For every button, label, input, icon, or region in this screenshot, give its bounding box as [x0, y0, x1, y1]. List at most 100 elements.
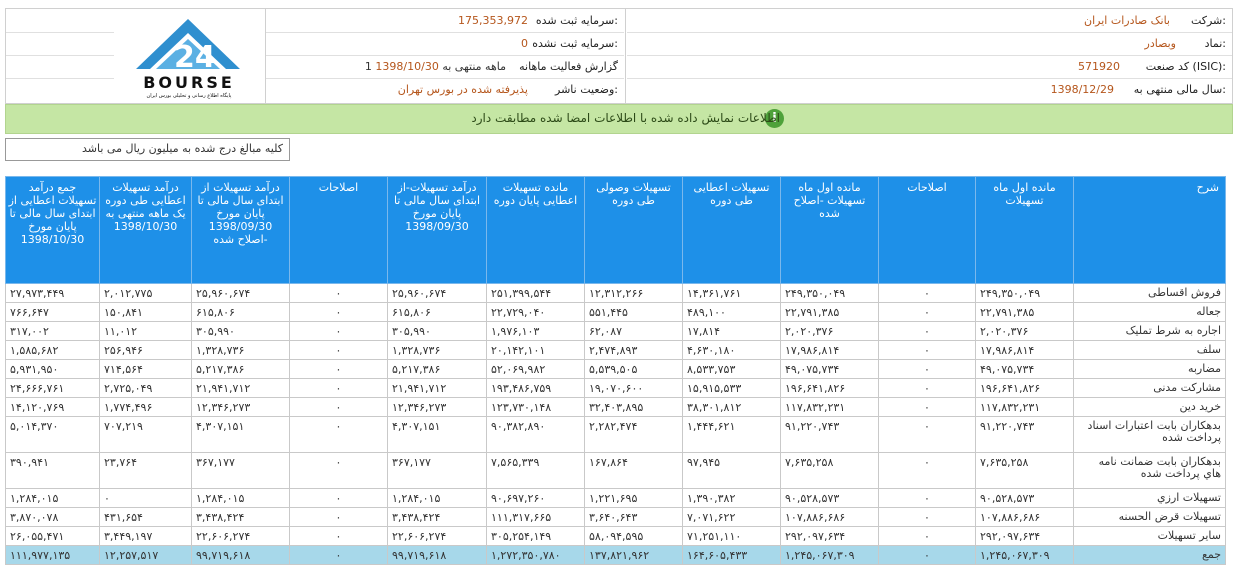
value-cell: ۷۱,۲۵۱,۱۱۰: [682, 526, 781, 546]
adjustment-cell: ۰: [878, 302, 976, 322]
value-cell: ۲۶,۰۵۵,۴۷۱: [5, 526, 100, 546]
capital-unregistered-value: 0: [521, 37, 528, 50]
company-label: شرکت:: [1190, 14, 1226, 27]
value-cell: ۷۱۴,۵۶۴: [99, 359, 192, 379]
facilities-table: شرح مانده اول ماه تسهیلات اصلاحات مانده …: [5, 176, 1226, 565]
column-header[interactable]: مانده تسهیلات اعطایی پایان دوره: [486, 176, 585, 284]
capital-registered-value: 175,353,972: [458, 14, 528, 27]
adjustment-cell: ۰: [878, 359, 976, 379]
symbol-row: نماد: وبصادر: [627, 32, 1232, 56]
column-header[interactable]: درآمد تسهیلات از ابتدای سال مالی تا پایا…: [191, 176, 290, 284]
column-header[interactable]: اصلاحات: [878, 176, 976, 284]
value-cell: ۴۸۹,۱۰۰: [682, 302, 781, 322]
value-cell: ۲۱,۹۴۱,۷۱۲: [191, 378, 290, 398]
adjustment-cell: ۰: [289, 359, 388, 379]
value-cell: ۱۰۷,۸۸۶,۶۸۶: [975, 507, 1074, 527]
fiscal-year-row: سال مالی منتهی به: 1398/12/29: [627, 78, 1232, 101]
column-header[interactable]: مانده اول ماه تسهیلات -اصلاح شده: [780, 176, 879, 284]
value-cell: ۳,۸۷۰,۰۷۸: [5, 507, 100, 527]
total-row: جمع ۱,۲۴۵,۰۶۷,۳۰۹ ۰ ۱,۲۴۵,۰۶۷,۳۰۹ ۱۶۴,۶۰۵,۴۳…: [5, 545, 1226, 565]
capital-registered-row: سرمایه ثبت شده: 175,353,972: [266, 9, 624, 33]
column-header[interactable]: درآمد تسهیلات-از ابتدای سال مالی تا پایا…: [387, 176, 487, 284]
svg-text:BOURSE: BOURSE: [143, 73, 235, 92]
column-divider: [265, 9, 266, 103]
row-label: سلف: [1073, 340, 1226, 360]
row-label: خرید دین: [1073, 397, 1226, 417]
value-cell: ۱,۲۸۴,۰۱۵: [5, 488, 100, 508]
value-cell: ۱,۵۸۵,۶۸۲: [5, 340, 100, 360]
value-cell: ۳۶۷,۱۷۷: [191, 452, 290, 489]
value-cell: ۳,۶۴۰,۶۴۳: [584, 507, 683, 527]
value-cell: ۳,۴۳۸,۴۲۴: [191, 507, 290, 527]
value-cell: ۱۹۶,۶۴۱,۸۲۶: [780, 378, 879, 398]
value-cell: ۱۶۴,۶۰۵,۴۳۳: [682, 545, 781, 565]
publisher-status-value: پذیرفته شده در بورس تهران: [397, 83, 528, 96]
value-cell: ۳۲,۴۰۳,۸۹۵: [584, 397, 683, 417]
value-cell: ۱۵۰,۸۴۱: [99, 302, 192, 322]
value-cell: ۱۰۷,۸۸۶,۶۸۶: [780, 507, 879, 527]
value-cell: ۱۲,۳۴۶,۲۷۳: [387, 397, 487, 417]
value-cell: ۳,۴۳۸,۴۲۴: [387, 507, 487, 527]
table-header-row: شرح مانده اول ماه تسهیلات اصلاحات مانده …: [5, 176, 1226, 284]
row-label: جعاله: [1073, 302, 1226, 322]
company-row: شرکت: بانک صادرات ایران: [627, 9, 1232, 33]
value-cell: ۹۷,۹۴۵: [682, 452, 781, 489]
isic-value: 571920: [1078, 60, 1120, 73]
table-row: بدهکاران بابت ضمانت نامه هاي پرداخت شده ۷…: [5, 452, 1226, 489]
value-cell: ۱,۹۷۶,۱۰۳: [486, 321, 585, 341]
unit-note-box: کلیه مبالغ درج شده به میلیون ریال می باش…: [5, 138, 290, 161]
value-cell: ۷,۵۶۵,۳۳۹: [486, 452, 585, 489]
value-cell: ۴۹,۰۷۵,۷۳۴: [975, 359, 1074, 379]
value-cell: ۱۹,۰۷۰,۶۰۰: [584, 378, 683, 398]
value-cell: ۹۰,۳۸۲,۸۹۰: [486, 416, 585, 453]
table-row: مشارکت مدنی ۱۹۶,۶۴۱,۸۲۶ ۰ ۱۹۶,۶۴۱,۸۲۶ ۱۵,۹۱۵…: [5, 378, 1226, 398]
value-cell: ۱,۳۹۰,۳۸۲: [682, 488, 781, 508]
row-label: اجاره به شرط تملیک: [1073, 321, 1226, 341]
adjustment-cell: ۰: [878, 452, 976, 489]
adjustment-cell: ۰: [878, 321, 976, 341]
adjustment-cell: ۰: [289, 452, 388, 489]
column-header[interactable]: درآمد تسهیلات اعطایی طی دوره یک ماهه منت…: [99, 176, 192, 284]
row-label: بدهکاران بابت ضمانت نامه هاي پرداخت شده: [1073, 452, 1226, 489]
value-cell: ۷,۶۳۵,۲۵۸: [780, 452, 879, 489]
value-cell: ۷,۰۷۱,۶۲۲: [682, 507, 781, 527]
empty-row: [6, 55, 114, 79]
value-cell: ۶۲,۰۸۷: [584, 321, 683, 341]
value-cell: ۲۵,۹۶۰,۶۷۴: [387, 283, 487, 303]
value-cell: ۹۹,۷۱۹,۶۱۸: [191, 545, 290, 565]
row-label: سایر تسهیلات: [1073, 526, 1226, 546]
value-cell: ۴,۶۳۰,۱۸۰: [682, 340, 781, 360]
value-cell: ۵۵۱,۴۴۵: [584, 302, 683, 322]
value-cell: ۴۹,۰۷۵,۷۳۴: [780, 359, 879, 379]
column-header[interactable]: مانده اول ماه تسهیلات: [975, 176, 1074, 284]
column-header[interactable]: تسهیلات اعطایی طی دوره: [682, 176, 781, 284]
value-cell: ۱,۲۷۲,۳۵۰,۷۸۰: [486, 545, 585, 565]
adjustment-cell: ۰: [289, 340, 388, 360]
value-cell: ۳۸,۳۰۱,۸۱۲: [682, 397, 781, 417]
row-label: بدهکاران بابت اعتبارات اسناد پرداخت شده: [1073, 416, 1226, 453]
empty-row: [6, 32, 114, 56]
publisher-status-label: وضعیت ناشر:: [555, 83, 618, 96]
value-cell: ۱۱۷,۸۳۲,۲۳۱: [975, 397, 1074, 417]
isic-label: کد صنعت (ISIC):: [1145, 60, 1226, 73]
value-cell: ۱,۳۲۸,۷۳۶: [387, 340, 487, 360]
value-cell: ۱,۳۲۸,۷۳۶: [191, 340, 290, 360]
value-cell: ۹۱,۲۲۰,۷۴۳: [975, 416, 1074, 453]
column-header[interactable]: تسهیلات وصولی طی دوره: [584, 176, 683, 284]
table-row: فروش اقساطی ۲۴۹,۳۵۰,۰۴۹ ۰ ۲۴۹,۳۵۰,۰۴۹ ۱۴,۳۶۱…: [5, 283, 1226, 303]
value-cell: ۹۱,۲۲۰,۷۴۳: [780, 416, 879, 453]
column-header[interactable]: اصلاحات: [289, 176, 388, 284]
value-cell: ۱۲,۲۵۷,۵۱۷: [99, 545, 192, 565]
report-value: 1 ماهه منتهی به 1398/10/30: [365, 60, 506, 73]
table-row: سلف ۱۷,۹۸۶,۸۱۴ ۰ ۱۷,۹۸۶,۸۱۴ ۴,۶۳۰,۱۸۰ ۲,۴۷۴,۸…: [5, 340, 1226, 360]
column-header[interactable]: شرح: [1073, 176, 1226, 284]
column-header[interactable]: جمع درآمد تسهیلات اعطایی از ابتدای سال م…: [5, 176, 100, 284]
value-cell: ۲,۴۷۴,۸۹۳: [584, 340, 683, 360]
table-row: اجاره به شرط تملیک ۲,۰۲۰,۳۷۶ ۰ ۲,۰۲۰,۳۷۶ ۱۷,…: [5, 321, 1226, 341]
value-cell: ۶۱۵,۸۰۶: [387, 302, 487, 322]
value-cell: ۲۴,۶۶۶,۷۶۱: [5, 378, 100, 398]
value-cell: ۱۷,۸۱۴: [682, 321, 781, 341]
symbol-value: وبصادر: [1144, 37, 1176, 50]
adjustment-cell: ۰: [289, 397, 388, 417]
bourse24-logo[interactable]: 24 BOURSE پایگاه اطلاع رسانی و تحلیلی بو…: [116, 11, 262, 99]
